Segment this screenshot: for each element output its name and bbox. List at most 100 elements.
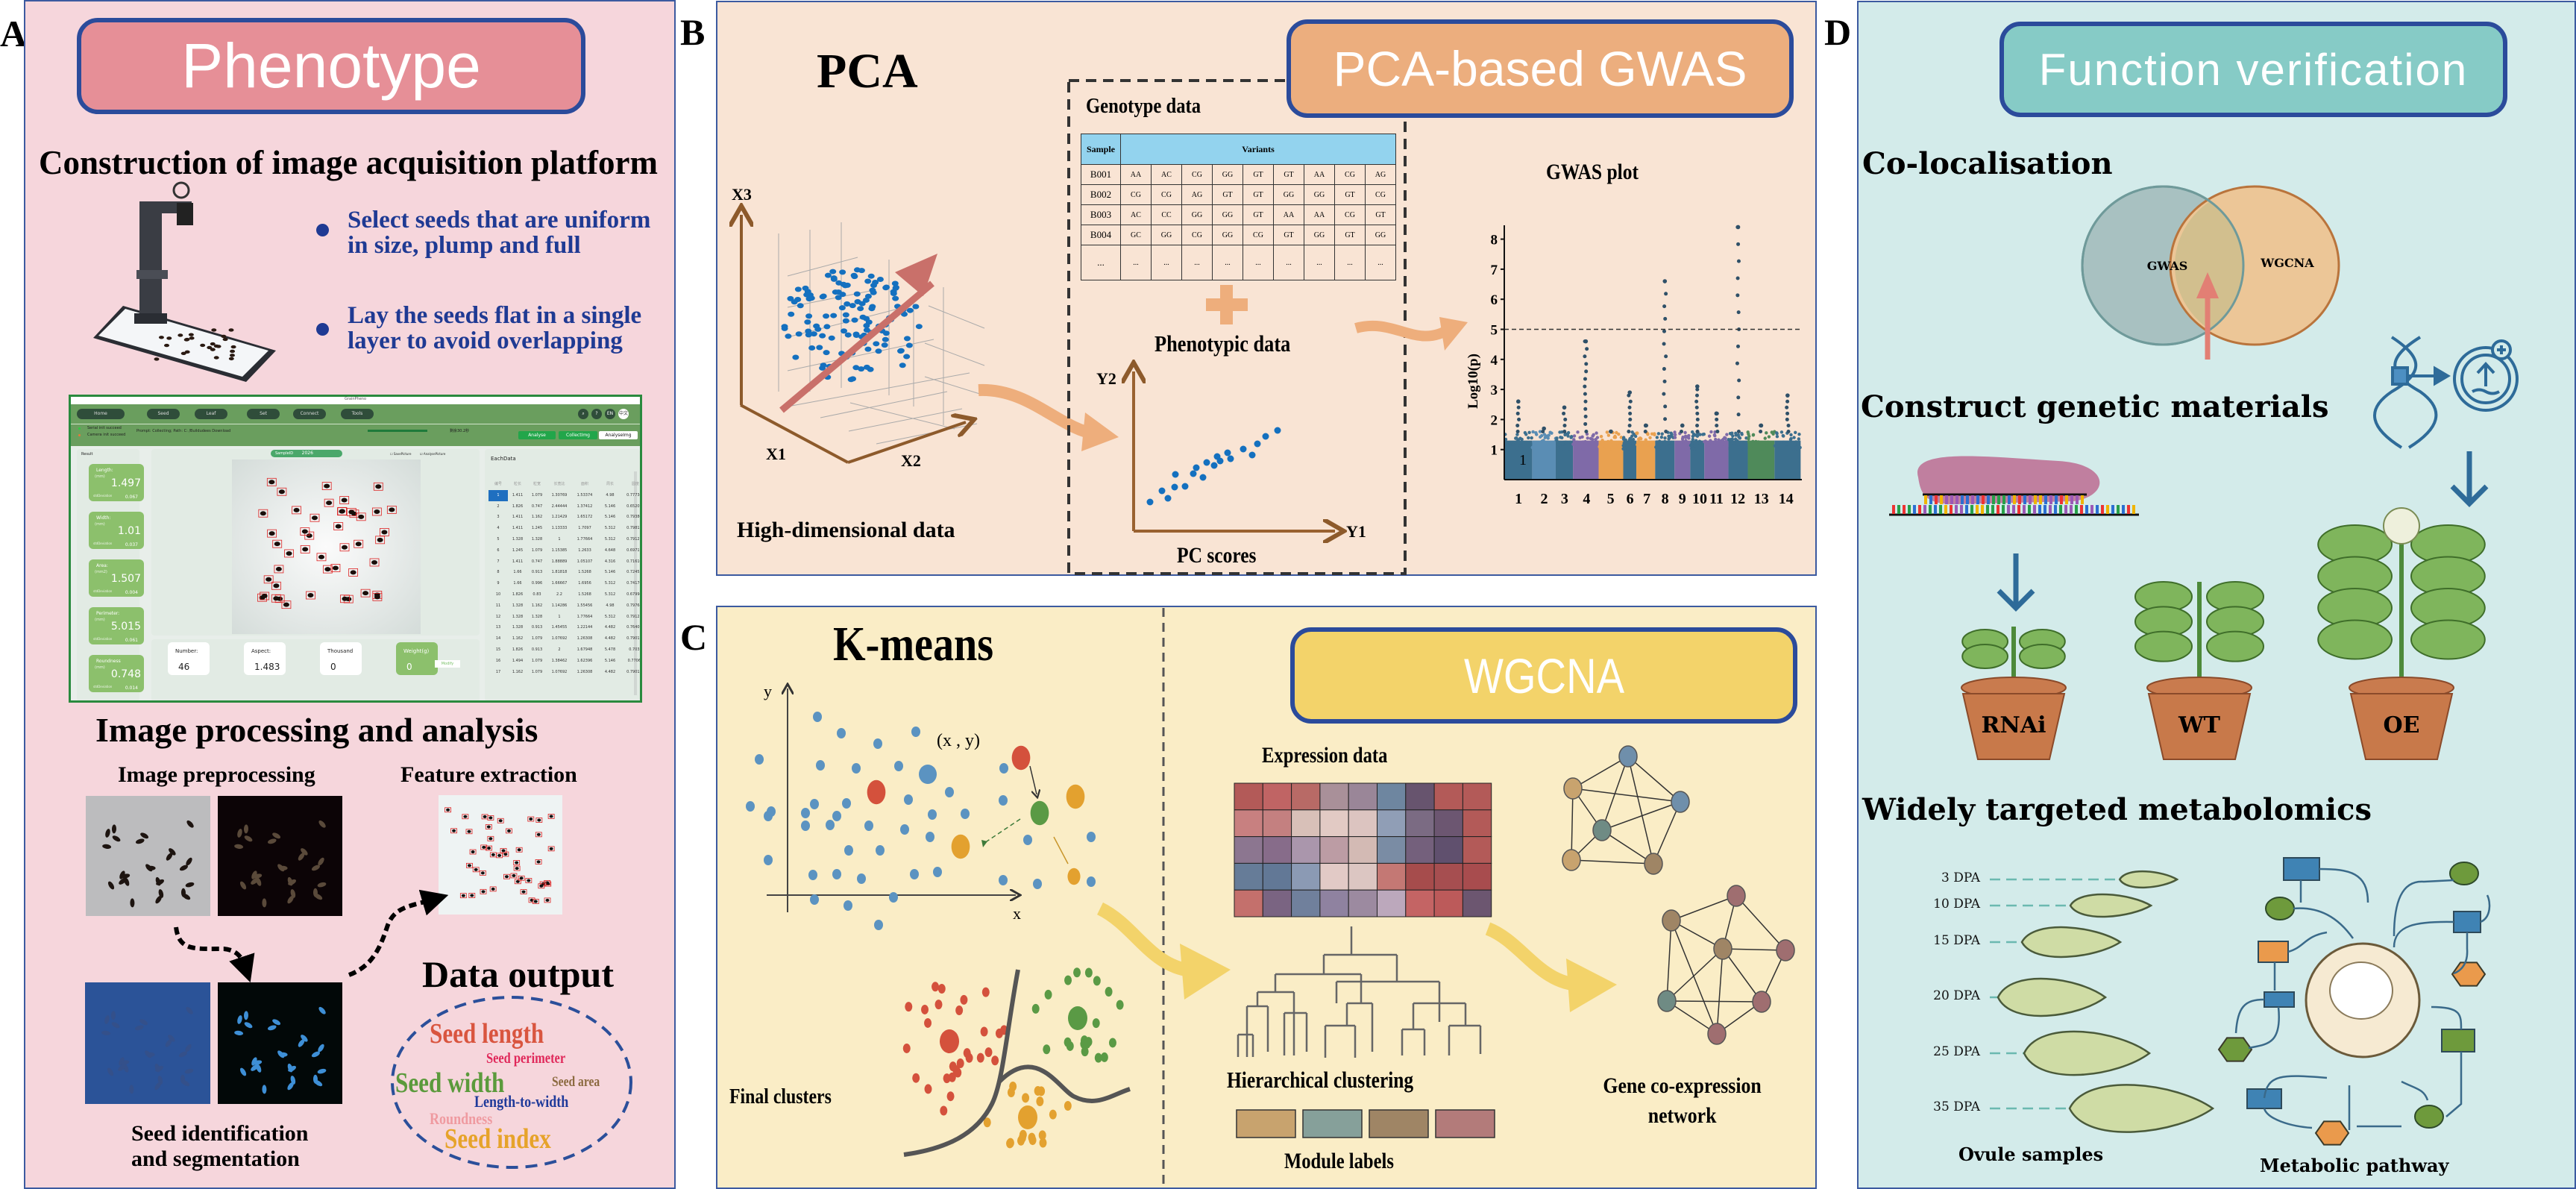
table-cell: 0.996 — [531, 581, 543, 586]
nav-seed-button[interactable]: Seed — [147, 409, 180, 419]
save-picture-checkbox[interactable]: ☐ SavePicture — [390, 452, 412, 456]
table-cell: 1.411 — [512, 515, 524, 520]
detection-box — [497, 818, 504, 823]
seed-shape — [317, 1068, 327, 1074]
snp-point — [1621, 447, 1625, 451]
seed-shape — [287, 1082, 294, 1091]
genotype-cell: GT — [1243, 164, 1274, 185]
heatmap-cell — [1348, 836, 1377, 864]
cluster-point — [1007, 1088, 1015, 1098]
dashed-arrow-icon — [348, 889, 449, 977]
detected-seed — [302, 547, 309, 552]
snp-point — [1695, 417, 1700, 421]
potted-plant — [1961, 627, 2067, 760]
dna-base — [2080, 505, 2083, 514]
dna-base — [2064, 505, 2067, 514]
pca-point — [805, 296, 813, 302]
heatmap-cell — [1234, 809, 1263, 838]
table-row[interactable]: 2 1.826 0.747 2.44444 1.37412 5.146 0.652071 — [489, 501, 640, 512]
detection-box — [527, 816, 535, 822]
table-row[interactable]: 12 1.328 1.328 1 1.77664 5.312 0.791213 — [489, 612, 640, 623]
search-icon[interactable]: ⌕ — [578, 409, 588, 419]
snp-point — [1547, 445, 1551, 449]
analyse-img-button[interactable]: AnalyseImg — [599, 431, 638, 439]
snp-point — [1684, 439, 1688, 443]
nav-set-button[interactable]: Set — [247, 409, 280, 419]
pca-point — [794, 286, 802, 292]
help-icon[interactable]: ? — [591, 409, 602, 419]
table-cell: 0.764079 — [626, 625, 642, 630]
table-row[interactable]: 8 1.66 0.913 1.81818 1.5268 5.146 0.724524 — [489, 567, 640, 578]
data-point — [926, 832, 934, 842]
snp-point — [1669, 448, 1673, 451]
pc-score-point — [1240, 445, 1247, 453]
table-row[interactable]: 6 1.245 1.079 1.15385 1.2633 4.648 0.697176 — [489, 545, 640, 556]
leaf — [2206, 630, 2264, 662]
seed-shape — [181, 1080, 190, 1087]
peak-snp-point — [1562, 405, 1567, 410]
venn-gwas-label: GWAS — [2147, 259, 2188, 273]
table-row[interactable]: 10 1.826 0.83 2.2 1.5268 5.312 0.679948 — [489, 589, 640, 600]
snp-point — [1690, 430, 1694, 434]
cluster-point — [954, 1067, 962, 1078]
table-row[interactable]: 13 1.328 0.913 1.45455 1.22144 4.482 0.764079 — [489, 622, 642, 633]
sample-id-field[interactable]: SampleID 2026 — [271, 450, 342, 457]
seed-shape — [489, 837, 493, 841]
seed-dot — [166, 336, 172, 340]
table-scrollbar[interactable] — [634, 471, 637, 695]
table-row[interactable]: 7 1.411 0.747 1.88889 1.05107 4.316 0.716106 — [489, 556, 640, 568]
nav-tools-button[interactable]: Tools — [341, 409, 374, 419]
nav-home-button[interactable]: Home — [77, 409, 125, 419]
table-cell: 1.5268 — [578, 592, 591, 597]
seed-shape — [539, 884, 544, 888]
detected-seed — [275, 566, 282, 571]
table-row[interactable]: 5 1.328 1.328 1 1.77664 5.312 0.791213 — [489, 534, 640, 545]
summary-value: 1.483 — [254, 662, 280, 672]
snp-point — [1606, 433, 1611, 437]
data-point — [999, 875, 1008, 885]
dna-base — [2054, 505, 2057, 514]
network-edge — [1653, 801, 1681, 865]
table-cell: 1.2633 — [578, 548, 591, 553]
collect-img-button[interactable]: CollectImg — [559, 431, 597, 439]
lang-zh-button[interactable]: 中文 — [618, 409, 629, 419]
network-label: Gene co-expression network — [1580, 1071, 1785, 1131]
snp-point — [1779, 430, 1784, 434]
dna-base — [1961, 495, 1964, 504]
grayscale-seed-image — [218, 796, 342, 916]
analyse-picture-checkbox[interactable]: ☑ AnalysePicture — [420, 452, 446, 456]
pc-score-point — [1224, 449, 1231, 457]
snp-point — [1515, 423, 1520, 427]
table-row[interactable]: 9 1.66 0.996 1.66667 1.6956 5.312 0.741762 — [489, 578, 640, 589]
table-cell: 1.26308 — [577, 636, 593, 641]
lang-en-button[interactable]: EN — [605, 409, 615, 419]
genotype-cell: CG — [1365, 184, 1396, 205]
seed-shape — [471, 850, 475, 854]
nav-connect-button[interactable]: Connect — [293, 409, 326, 419]
table-row[interactable]: 16 1.494 1.079 1.38462 1.62396 5.146 0.77063 — [489, 656, 640, 667]
nav-leaf-button[interactable]: Leaf — [195, 409, 227, 419]
metabolic-pathway-diagram — [2217, 857, 2491, 1146]
table-row[interactable]: 4 1.411 1.245 1.13333 1.7097 5.312 0.798122 — [489, 523, 640, 534]
table-row[interactable]: 15 1.826 0.913 2 1.67948 5.478 0.7033 — [489, 644, 640, 656]
analyse-button[interactable]: Analyse — [518, 431, 556, 439]
table-row[interactable]: 3 1.411 1.162 1.21429 1.65172 5.146 0.793803 — [489, 512, 640, 523]
table-row[interactable]: 1 1.411 1.079 1.30769 1.53374 4.98 0.777347 — [489, 489, 640, 501]
pca-point — [899, 363, 906, 368]
seed-shape — [119, 878, 127, 885]
snp-point — [1667, 437, 1671, 441]
dna-base — [1903, 505, 1906, 514]
table-cell: 1.079 — [531, 669, 543, 674]
pca-point — [900, 311, 908, 317]
snp-point — [1654, 445, 1658, 449]
dna-base — [2117, 505, 2120, 514]
pathway-node-hexagon — [2217, 1037, 2253, 1062]
genotype-cell: GT — [1243, 204, 1274, 225]
table-row[interactable]: 11 1.328 1.162 1.14286 1.55456 4.98 0.797686 — [489, 600, 640, 612]
modify-button[interactable]: Modify — [435, 660, 460, 668]
table-cell: 1.826 — [512, 647, 524, 652]
dna-base — [2018, 495, 2021, 504]
genotype-cell: GG — [1181, 204, 1213, 225]
table-row[interactable]: 17 1.162 1.079 1.07692 1.26308 4.482 0.790127 — [489, 667, 640, 678]
table-row[interactable]: 14 1.162 1.079 1.07692 1.26308 4.482 0.790127 — [489, 633, 640, 644]
